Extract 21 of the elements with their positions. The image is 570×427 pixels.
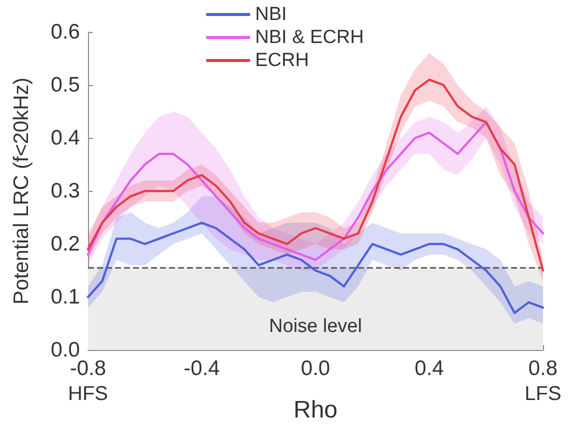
x-tick-label: 0.0 <box>300 357 330 380</box>
y-tick-label: 0.5 <box>50 74 80 96</box>
x-axis-title: Rho <box>293 396 338 424</box>
y-tick-label: 0.1 <box>50 286 80 308</box>
y-axis-title: Potential LRC (f<20kHz) <box>10 77 33 305</box>
text: HFS <box>68 383 108 405</box>
text: LFS <box>524 383 562 405</box>
y-tick-label: 0.6 <box>50 20 80 44</box>
y-tick-label: 0.3 <box>50 180 80 202</box>
band-label: Noise level <box>269 316 362 337</box>
line-series <box>86 121 544 261</box>
x-tick-label: 0.4 <box>414 357 444 380</box>
x-tick-label: -0.4 <box>184 357 220 380</box>
legend-label: NBI & ECRH <box>255 27 364 48</box>
line-series <box>86 78 544 272</box>
line-series <box>86 222 544 314</box>
legend-label: NBI <box>255 4 287 25</box>
x-tick-label: 0.8 <box>528 357 558 380</box>
y-tick-label: 0.4 <box>50 126 80 150</box>
legend-label: ECRH <box>255 50 309 71</box>
y-tick-label: 0.2 <box>50 232 80 256</box>
